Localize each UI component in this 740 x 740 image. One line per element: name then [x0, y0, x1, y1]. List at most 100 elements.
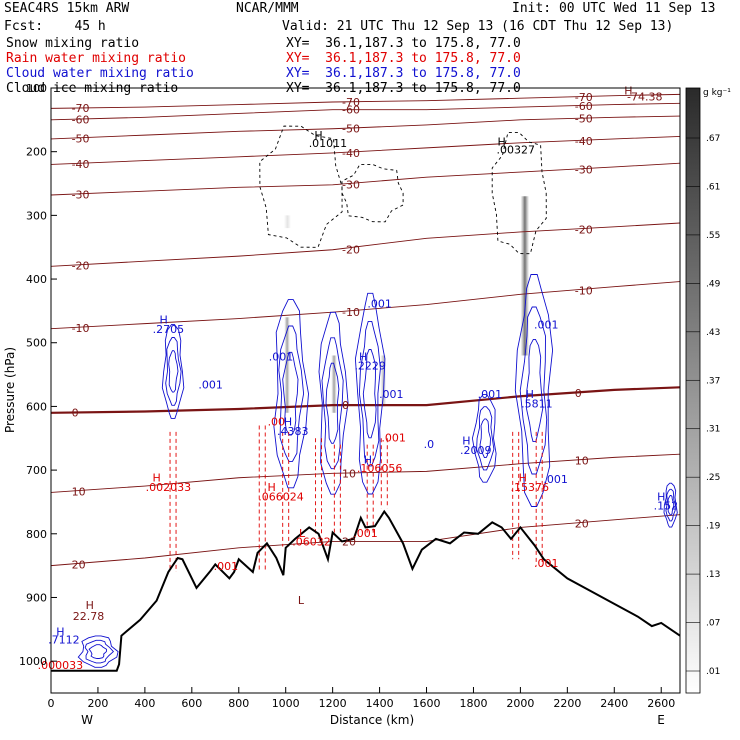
- x-tick-label: 0: [48, 697, 55, 710]
- contour-annotation: .000033: [38, 659, 84, 672]
- isotherm-label: -20: [575, 223, 593, 236]
- rain-contour: [282, 431, 290, 547]
- snow-shading: [380, 355, 387, 407]
- isotherm-label: -30: [72, 188, 90, 201]
- cloud-ice-contour: [259, 125, 343, 248]
- colorbar-level-label: .55: [706, 231, 720, 241]
- header: SEAC4RS 15km ARW NCAR/MMM Init: 00 UTC W…: [4, 1, 716, 96]
- temperature-annotation: -74.38: [627, 91, 662, 104]
- y-tick-label: 400: [26, 273, 47, 286]
- contour-annotation: .152: [654, 500, 679, 513]
- temperature-annotation: H: [86, 599, 94, 612]
- isotherm-label: -40: [575, 135, 593, 148]
- cloud-water-contour: [168, 350, 179, 393]
- colorbar-level-label: .13: [706, 570, 720, 580]
- isotherm-label: 20: [342, 535, 356, 548]
- y-axis: 100 200 300 400 500 600 700 800 900 1000: [19, 82, 57, 668]
- contour-annotation: H: [359, 351, 367, 364]
- contour-annotation: .001: [379, 388, 404, 401]
- colorbar-unit: g kg⁻¹: [703, 88, 731, 98]
- isotherm-label: -20: [342, 244, 360, 257]
- isotherm-label: 10: [342, 467, 356, 480]
- y-tick-label: 800: [26, 528, 47, 541]
- isotherm-label: 0: [72, 407, 79, 420]
- isotherm-label: -60: [72, 114, 90, 127]
- isotherm-label: -10: [72, 322, 90, 335]
- contour-annotation: .001: [198, 379, 223, 392]
- isotherm-line: [51, 102, 680, 121]
- isotherm-label: -70: [72, 102, 90, 115]
- contour-annotation: .001: [534, 557, 559, 570]
- x-tick-label: 1200: [319, 697, 347, 710]
- contour-annotation: .002033: [146, 481, 192, 494]
- y-tick-label: 1000: [19, 655, 47, 668]
- contour-annotation: .2229: [354, 359, 386, 372]
- isotherm-label: -50: [342, 123, 360, 136]
- x-axis-label: Distance (km): [330, 713, 414, 727]
- colorbar-level-label: .25: [706, 473, 720, 483]
- isotherm-line: [51, 115, 680, 140]
- snow-shading: [331, 355, 337, 413]
- rain-contour: [512, 431, 520, 560]
- plot-labels: -70 -70 -70-60-60 -60-50-50-50-40-40-40-30-…: [38, 84, 679, 671]
- cloud-water-contour: [519, 306, 548, 475]
- cloud-water-contour: [161, 323, 185, 419]
- colorbar-level-label: .31: [706, 425, 720, 435]
- contour-annotation: H: [284, 416, 292, 429]
- plot-frame: [50, 87, 681, 694]
- isotherm-line: [51, 162, 680, 196]
- x-tick-label: 1000: [272, 697, 300, 710]
- contour-annotation: .06032: [292, 535, 331, 548]
- colorbar-level-label: .01: [706, 667, 720, 677]
- forecast-hour: Fcst: 45 h: [4, 19, 106, 34]
- isotherm-line: [51, 93, 680, 109]
- contour-annotation: .106056: [357, 462, 403, 475]
- colorbar-level-label: .43: [706, 328, 720, 338]
- contour-annotation: H: [462, 435, 470, 448]
- temperature-annotation: 22.78: [73, 610, 105, 623]
- isotherm-line: [51, 222, 680, 267]
- cloud-ice-contour: [341, 163, 404, 223]
- cloud-water-contour: [77, 635, 119, 668]
- y-tick-label: 500: [26, 337, 47, 350]
- contour-annotation: .001: [367, 298, 392, 311]
- contour-annotation: H: [526, 388, 534, 401]
- cloud-water-contour: [278, 325, 305, 462]
- y-tick-label: 100: [26, 82, 47, 95]
- contour-annotation: .001: [353, 527, 378, 540]
- contour-annotation: .15376: [511, 481, 550, 494]
- y-tick-label: 900: [26, 591, 47, 604]
- x-tick-label: 200: [87, 697, 108, 710]
- rain-contour: [535, 431, 543, 566]
- isotherm-label: 20: [575, 518, 589, 531]
- model-title: SEAC4RS 15km ARW: [4, 1, 129, 16]
- contour-annotation: .066024: [258, 491, 304, 504]
- x-tick-label: 1600: [413, 697, 441, 710]
- rain-contour: [366, 444, 374, 534]
- isotherm-line: [51, 386, 680, 414]
- y-tick-label: 700: [26, 464, 47, 477]
- contour-annotation: .001: [534, 319, 559, 332]
- colorbar: g kg⁻¹ .01 .07 .13 .19 .25 .31 .37 .43 .49 .55 .61…: [685, 87, 731, 694]
- y-tick-label: 600: [26, 400, 47, 413]
- x-tick-label: 400: [134, 697, 155, 710]
- cloud-water-contour: [479, 418, 491, 459]
- isotherm-label: -70: [342, 96, 360, 109]
- isotherm-label: -20: [72, 260, 90, 273]
- rain-contour: [169, 431, 177, 572]
- contour-annotation: L: [299, 527, 306, 540]
- contour-annotation: H: [519, 472, 527, 485]
- contour-annotation: H: [314, 129, 322, 142]
- isotherm-line: [51, 514, 680, 567]
- snow-shading: [284, 317, 290, 413]
- isotherm-label: -60: [575, 100, 593, 113]
- colorbar-level-label: .37: [706, 376, 720, 386]
- isotherm-label: -50: [72, 132, 90, 145]
- contour-annotation: .4383: [277, 425, 309, 438]
- snow-shading: [520, 196, 530, 356]
- rain-contour: [315, 438, 323, 534]
- field-xy-cloud-water: XY= 36.1,187.3 to 175.8, 77.0: [286, 66, 521, 81]
- cloud-water-contour: [325, 362, 340, 444]
- isotherm-label: 20: [72, 559, 86, 572]
